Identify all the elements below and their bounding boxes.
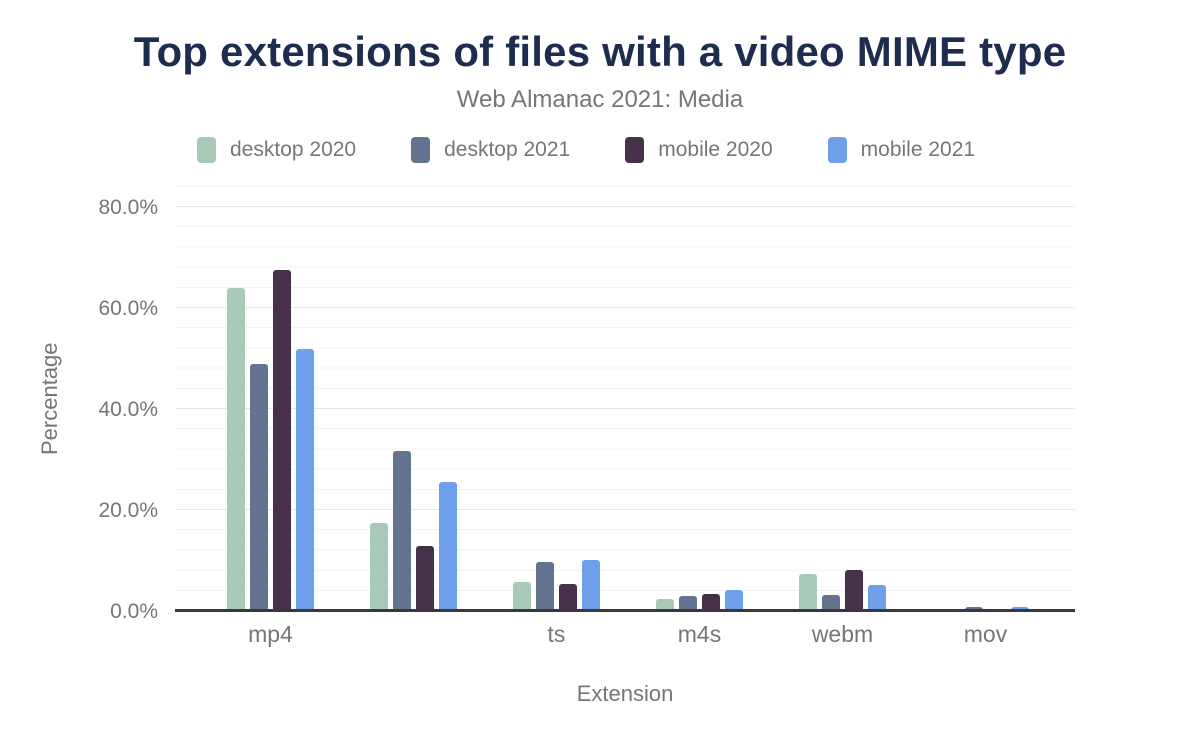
legend-item-desktop-2021[interactable]: desktop 2021	[411, 137, 570, 163]
y-tick-label: 60.0%	[98, 297, 158, 320]
bar-webm-mobile-2020[interactable]	[845, 569, 863, 611]
legend-label: mobile 2021	[860, 138, 976, 161]
legend-swatch	[197, 137, 216, 163]
bar-mp4-desktop-2021[interactable]	[250, 363, 268, 611]
bar-group-empty	[342, 450, 485, 611]
x-axis-line	[175, 609, 1075, 612]
bar-group-mp4	[199, 269, 342, 611]
chart-legend: desktop 2020 desktop 2021 mobile 2020 mobil…	[197, 137, 975, 163]
bar-group-webm	[771, 569, 914, 611]
y-axis-title: Percentage	[37, 342, 62, 455]
y-tick-label: 20.0%	[98, 499, 158, 522]
legend-swatch	[827, 137, 847, 163]
x-tick-label-webm: webm	[811, 621, 874, 647]
bar-mp4-desktop-2020[interactable]	[227, 288, 245, 611]
chart-title: Top extensions of files with a video MIM…	[133, 28, 1067, 75]
legend-item-mobile-2021[interactable]: mobile 2021	[827, 137, 976, 163]
bar-empty-desktop-2021[interactable]	[393, 450, 411, 611]
bar-ts-mobile-2020[interactable]	[559, 583, 577, 611]
bar-group-ts	[485, 560, 628, 611]
bar-m4s-desktop-2021[interactable]	[679, 596, 697, 611]
bar-ts-mobile-2021[interactable]	[582, 560, 600, 611]
chart-subtitle: Web Almanac 2021: Media	[456, 86, 744, 113]
legend-label: desktop 2020	[230, 138, 357, 161]
x-tick-label-m4s: m4s	[677, 621, 722, 647]
x-tick-label-mp4: mp4	[248, 621, 293, 647]
bar-empty-mobile-2020[interactable]	[416, 545, 434, 611]
bar-m4s-mobile-2021[interactable]	[725, 590, 743, 611]
legend-item-mobile-2020[interactable]: mobile 2020	[625, 137, 773, 163]
bar-webm-desktop-2021[interactable]	[822, 595, 840, 611]
bar-webm-desktop-2020[interactable]	[799, 573, 817, 611]
y-tick-label: 80.0%	[98, 196, 158, 219]
y-tick-label: 0.0%	[110, 600, 158, 623]
legend-label: mobile 2020	[658, 138, 773, 161]
x-tick-label-empty	[342, 621, 485, 648]
x-tick-label-ts: ts	[547, 621, 566, 647]
legend-label: desktop 2021	[444, 138, 571, 161]
bar-group-m4s	[628, 590, 771, 611]
plot-area: 0.0% 20.0% 40.0% 60.0% 80.0%	[98, 186, 1075, 623]
legend-item-desktop-2020[interactable]: desktop 2020	[197, 137, 356, 163]
legend-swatch	[411, 137, 431, 163]
bar-webm-mobile-2021[interactable]	[868, 585, 886, 611]
bar-mov-mobile-2021[interactable]	[1011, 606, 1029, 611]
x-axis-tick-labels: mp4 ts m4s webm mov	[199, 621, 1057, 648]
bar-ts-desktop-2020[interactable]	[513, 581, 531, 611]
bar-mp4-mobile-2021[interactable]	[296, 348, 314, 611]
x-axis-title: Extension	[576, 681, 674, 706]
bar-m4s-desktop-2020[interactable]	[656, 599, 674, 611]
bar-mp4-mobile-2020[interactable]	[273, 269, 291, 611]
bars-row	[199, 186, 1057, 611]
bar-m4s-mobile-2020[interactable]	[702, 594, 720, 611]
y-tick-label: 40.0%	[98, 398, 158, 421]
x-tick-label-mov: mov	[963, 621, 1008, 647]
legend-swatch	[625, 137, 645, 163]
bar-empty-desktop-2020[interactable]	[370, 522, 388, 611]
bar-empty-mobile-2021[interactable]	[439, 481, 457, 611]
bar-ts-desktop-2021[interactable]	[536, 562, 554, 611]
